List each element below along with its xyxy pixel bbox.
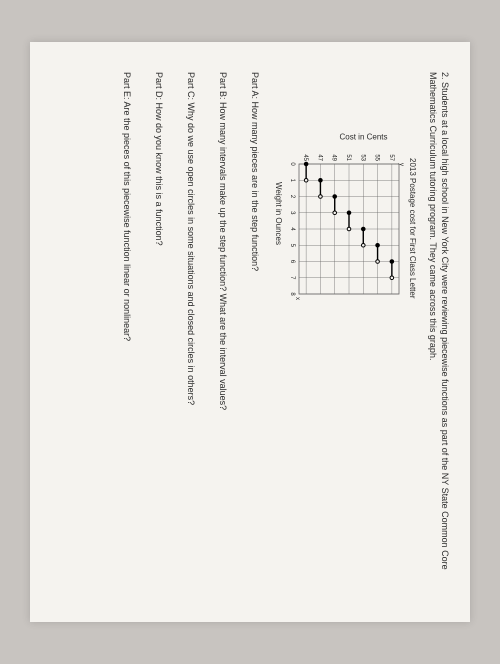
worksheet-page: 2. Students at a local high school in Ne…	[30, 42, 470, 622]
part-c: Part C: Why do we use open circles in so…	[186, 72, 196, 592]
x-axis-label: Weight in Ounces	[274, 182, 283, 592]
chart-title: 2013 Postage cost for First Class Letter	[408, 158, 417, 592]
svg-text:55: 55	[373, 154, 379, 161]
svg-text:49: 49	[330, 154, 336, 161]
part-c-label: Part C:	[186, 72, 196, 100]
part-a: Part A: How many pieces are in the step …	[250, 72, 260, 592]
part-e-label: Part E:	[122, 72, 132, 100]
part-e: Part E: Are the pieces of this piecewise…	[122, 72, 132, 592]
problem-number: 2.	[440, 72, 450, 80]
part-a-text: How many pieces are in the step function…	[250, 102, 260, 272]
svg-text:45: 45	[302, 154, 308, 161]
svg-text:47: 47	[316, 154, 322, 161]
problem-intro: 2. Students at a local high school in Ne…	[427, 72, 450, 592]
svg-text:1: 1	[289, 179, 295, 183]
part-e-text: Are the pieces of this piecewise functio…	[122, 102, 132, 342]
part-c-text: Why do we use open circles in some situa…	[186, 103, 196, 406]
svg-text:y: y	[398, 163, 404, 166]
step-function-chart: 45474951535557012345678yx	[285, 142, 405, 307]
svg-text:53: 53	[359, 154, 365, 161]
svg-text:51: 51	[345, 154, 351, 161]
svg-text:6: 6	[289, 260, 295, 264]
part-a-label: Part A:	[250, 72, 260, 99]
chart-section: 2013 Postage cost for First Class Letter…	[274, 132, 417, 592]
svg-text:8: 8	[289, 292, 295, 296]
svg-text:2: 2	[289, 195, 295, 199]
problem-text: Students at a local high school in New Y…	[428, 72, 450, 570]
part-b-label: Part B:	[218, 72, 228, 100]
svg-text:57: 57	[387, 154, 393, 161]
svg-text:0: 0	[289, 162, 295, 166]
y-axis-label: Cost in Cents	[340, 133, 350, 142]
part-d: Part D: How do you know this is a functi…	[154, 72, 164, 592]
svg-text:5: 5	[289, 244, 295, 248]
svg-text:x: x	[294, 297, 300, 300]
part-b: Part B: How many intervals make up the s…	[218, 72, 228, 592]
svg-text:4: 4	[289, 227, 295, 231]
part-d-label: Part D:	[154, 72, 164, 100]
svg-text:7: 7	[289, 276, 295, 280]
part-d-text: How do you know this is a function?	[154, 103, 164, 246]
chart-wrap: Cost in Cents 45474951535557012345678yx	[285, 132, 405, 592]
part-b-text: How many intervals make up the step func…	[218, 102, 228, 410]
svg-text:3: 3	[289, 211, 295, 215]
